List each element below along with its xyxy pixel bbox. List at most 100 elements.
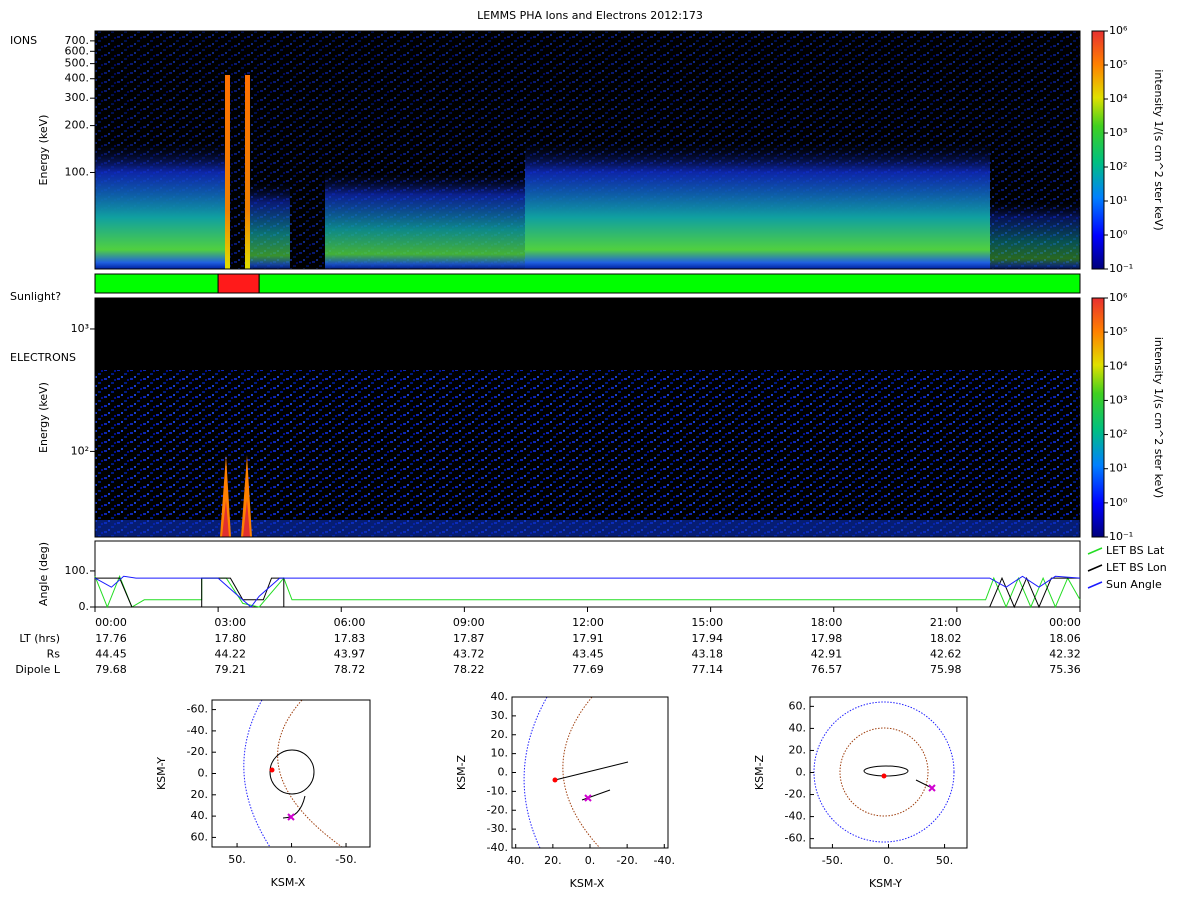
- colorbar-tick-label: 10⁻¹: [1109, 262, 1133, 275]
- x-tick-label: 40.: [507, 854, 525, 867]
- x-tick-label: 09:00: [453, 616, 485, 629]
- row-value: 43.72: [453, 648, 485, 661]
- legend-swatch: [1087, 581, 1103, 589]
- row-value: 43.45: [572, 648, 604, 661]
- y-tick-label: -10.: [487, 784, 508, 797]
- sunlight-segment: [258, 273, 1081, 294]
- y-tick-label: 20.: [491, 728, 509, 741]
- colorbar-tick-label: 10⁰: [1109, 496, 1128, 509]
- y-tick-label: 0.: [796, 766, 807, 779]
- row-value: 77.69: [572, 663, 604, 676]
- y-tick-label: 600.: [65, 44, 90, 57]
- row-label: Dipole L: [15, 663, 61, 676]
- x-axis-label: KSM-X: [271, 876, 306, 889]
- x-tick-label: -40.: [654, 854, 675, 867]
- row-value: 79.68: [95, 663, 127, 676]
- x-tick-label: 15:00: [691, 616, 723, 629]
- colorbar-tick-label: 10⁴: [1109, 92, 1128, 105]
- colorbar-tick-label: 10⁵: [1109, 325, 1127, 338]
- colorbar-tick-label: 10³: [1109, 393, 1127, 406]
- y-tick-label: 200.: [65, 119, 90, 132]
- y-tick-label: 40.: [789, 721, 807, 734]
- x-tick-label: 0.: [585, 854, 596, 867]
- x-tick-label: 50.: [228, 853, 246, 866]
- y-tick-label: -60.: [187, 703, 208, 716]
- y-tick-label: 700.: [65, 34, 90, 47]
- row-value: 17.98: [811, 632, 843, 645]
- y-tick-label: 300.: [65, 91, 90, 104]
- panel-frame: [94, 297, 1081, 538]
- y-tick-label: 500.: [65, 57, 90, 70]
- legend-label: LET BS Lon: [1106, 561, 1167, 574]
- x-tick-label: 03:00: [214, 616, 246, 629]
- orbit-frame: [211, 699, 371, 848]
- row-value: 17.80: [215, 632, 247, 645]
- y-tick-label: -20.: [785, 788, 806, 801]
- y-tick-label: 400.: [65, 72, 90, 85]
- y-tick-label: 40.: [191, 809, 209, 822]
- row-label: Rs: [47, 648, 61, 661]
- panel-frame: [94, 540, 1081, 608]
- y-tick-label: 0.: [79, 600, 90, 613]
- ion-spectrogram: [95, 31, 1080, 269]
- y-axis-label: Energy (keV): [37, 115, 50, 186]
- angle-line: [95, 576, 1080, 609]
- x-axis-label: KSM-X: [570, 877, 605, 890]
- y-axis-label: Energy (keV): [37, 382, 50, 453]
- x-tick-label: 00:00: [1049, 616, 1081, 629]
- y-tick-label: 60.: [191, 830, 209, 843]
- panel-label: IONS: [10, 34, 37, 47]
- y-tick-label: -40.: [187, 724, 208, 737]
- colorbar: [1091, 297, 1105, 538]
- legend-swatch: [1087, 547, 1103, 555]
- row-value: 17.91: [572, 632, 604, 645]
- angle-line: [94, 574, 1081, 609]
- y-tick-label: 20.: [191, 788, 209, 801]
- x-tick-label: -50.: [335, 853, 356, 866]
- row-value: 17.76: [95, 632, 127, 645]
- y-tick-label: 30.: [491, 709, 509, 722]
- orbit-frame: [511, 696, 669, 849]
- x-tick-label: 21:00: [930, 616, 962, 629]
- row-value: 43.97: [334, 648, 366, 661]
- angle-line: [94, 575, 1081, 608]
- y-axis-label: KSM-Z: [753, 754, 766, 790]
- row-value: 17.87: [453, 632, 485, 645]
- y-tick-label: 10³: [71, 322, 89, 335]
- legend-label: LET BS Lat: [1106, 544, 1165, 557]
- colorbar-tick-label: 10⁴: [1109, 359, 1128, 372]
- colorbar: [1091, 30, 1105, 270]
- row-label: LT (hrs): [19, 632, 60, 645]
- sunlight-segment: [217, 273, 260, 294]
- x-tick-label: -20.: [616, 854, 637, 867]
- y-tick-label: 0.: [498, 766, 509, 779]
- row-value: 18.02: [930, 632, 962, 645]
- y-tick-label: 0.: [198, 767, 209, 780]
- row-value: 42.62: [930, 648, 962, 661]
- row-value: 43.18: [692, 648, 724, 661]
- x-tick-label: 20.: [544, 854, 562, 867]
- y-tick-label: -40.: [785, 810, 806, 823]
- colorbar-tick-label: 10²: [1109, 428, 1127, 441]
- orbit-frame: [809, 696, 968, 849]
- y-tick-label: 10.: [491, 747, 509, 760]
- row-value: 17.83: [334, 632, 366, 645]
- row-value: 42.32: [1049, 648, 1081, 661]
- row-value: 79.21: [215, 663, 247, 676]
- colorbar-tick-label: 10⁶: [1109, 24, 1128, 37]
- panel-frame: [94, 30, 1081, 270]
- y-tick-label: 20.: [789, 743, 807, 756]
- x-tick-label: 0.: [883, 854, 894, 867]
- x-tick-label: 12:00: [572, 616, 604, 629]
- x-tick-label: 50.: [936, 854, 954, 867]
- colorbar-tick-label: 10³: [1109, 126, 1127, 139]
- row-value: 42.91: [811, 648, 843, 661]
- row-value: 77.14: [692, 663, 724, 676]
- orbit-shapes: [243, 696, 955, 849]
- y-tick-label: 100.: [65, 564, 90, 577]
- colorbar-tick-label: 10¹: [1109, 462, 1127, 475]
- legend-label: Sun Angle: [1106, 578, 1162, 591]
- row-value: 76.57: [811, 663, 843, 676]
- row-value: 78.22: [453, 663, 485, 676]
